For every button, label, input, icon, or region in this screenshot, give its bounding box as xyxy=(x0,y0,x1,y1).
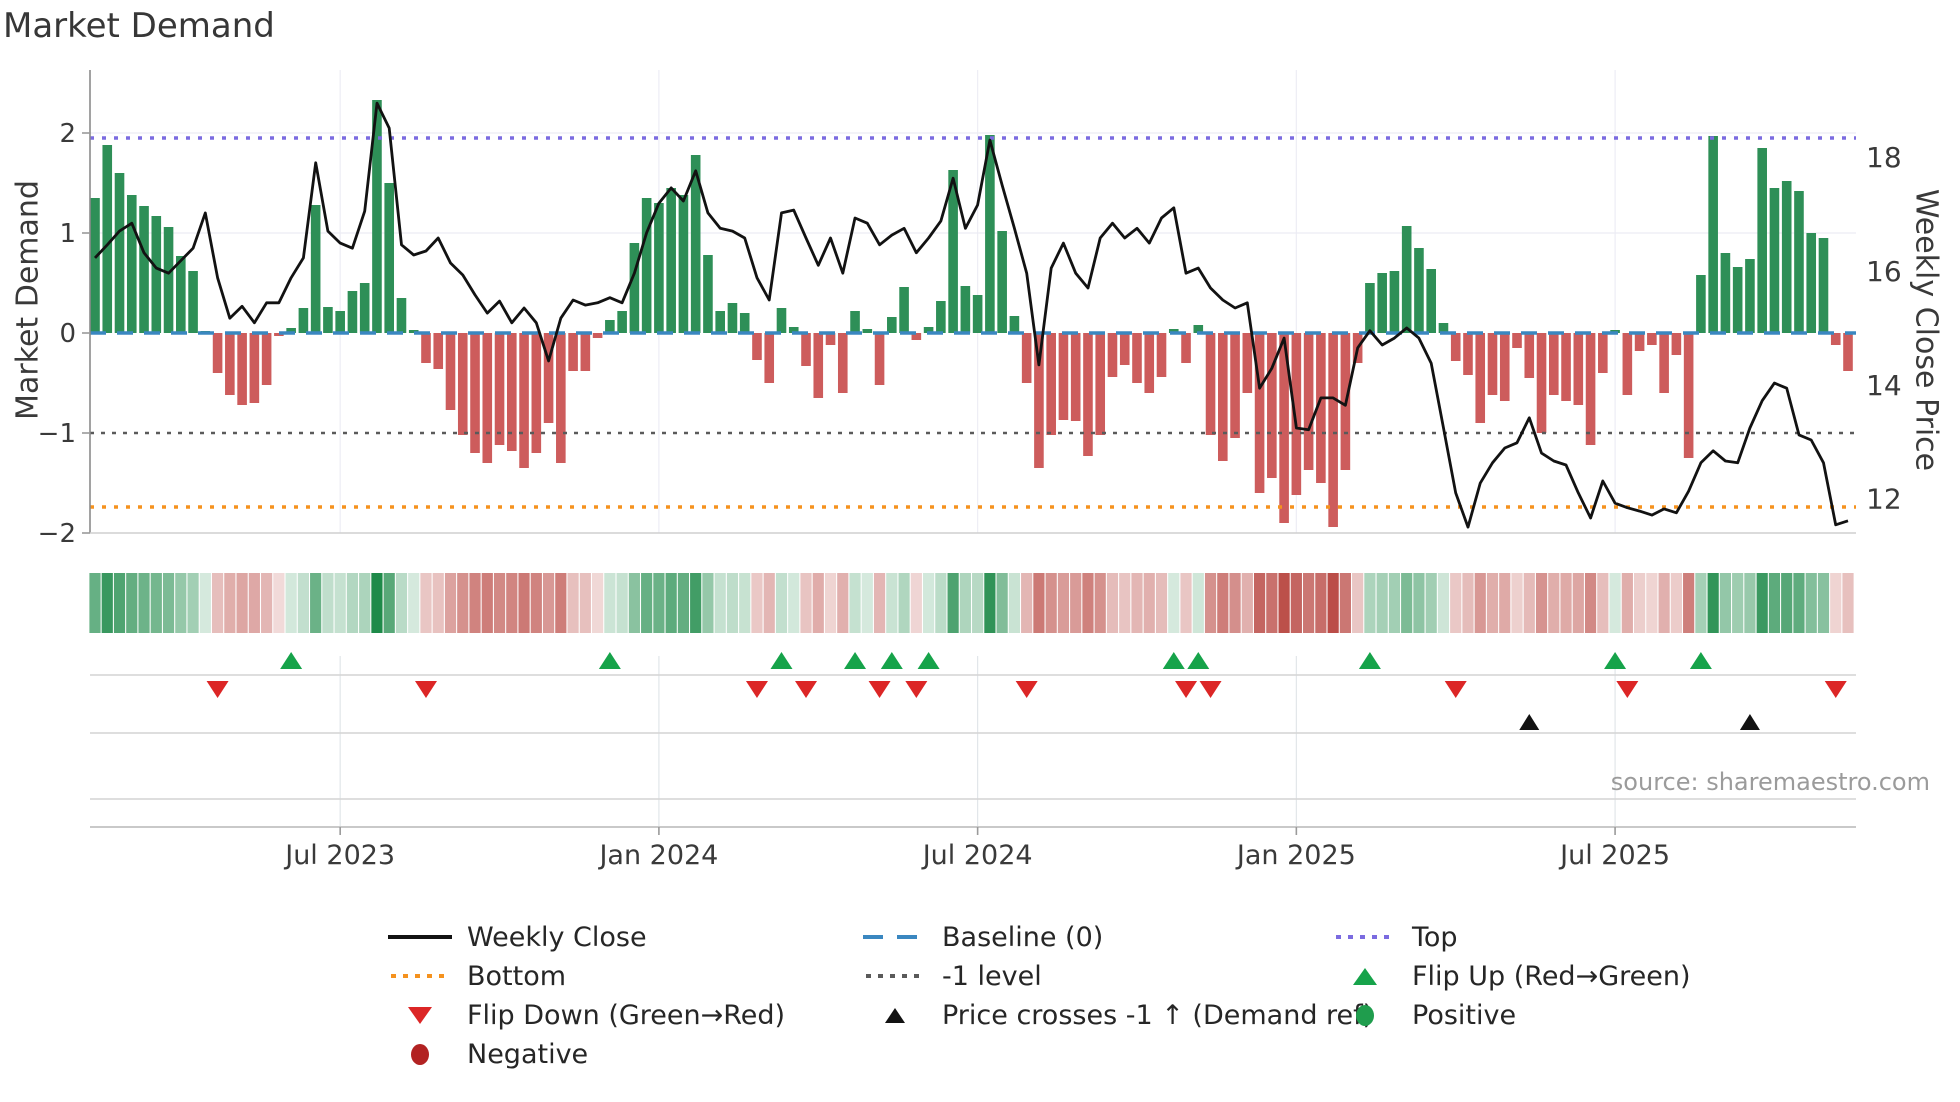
legend-label-negative: Negative xyxy=(467,1038,589,1070)
svg-text:14: 14 xyxy=(1866,369,1902,402)
legend-item-top: Top xyxy=(1333,922,1691,952)
flip-up-markers xyxy=(280,652,1712,669)
svg-text:−1: −1 xyxy=(38,419,76,449)
price-cross-markers xyxy=(1519,714,1760,730)
page-title: Market Demand xyxy=(3,6,275,46)
legend-item-minus1: -1 level xyxy=(863,961,1373,991)
legend-item-flip-up: Flip Up (Red→Green) xyxy=(1333,961,1691,991)
weekly-close-line-icon xyxy=(388,935,452,939)
demand-bars xyxy=(90,100,1853,527)
svg-text:2: 2 xyxy=(59,119,76,149)
legend-label-flip-down: Flip Down (Green→Red) xyxy=(467,999,786,1031)
legend-item-bottom: Bottom xyxy=(388,961,785,991)
positive-circle-icon xyxy=(1356,1004,1374,1026)
right-axis-ticks: 18 16 14 12 xyxy=(1866,141,1902,515)
svg-text:Jul 2023: Jul 2023 xyxy=(283,840,395,871)
legend-item-negative: Negative xyxy=(388,1039,785,1069)
flip-up-triangle-icon xyxy=(1353,967,1377,985)
left-axis-title: Market Demand xyxy=(10,180,46,420)
heat-strip xyxy=(89,573,1854,633)
legend-label-positive: Positive xyxy=(1412,999,1517,1031)
svg-text:16: 16 xyxy=(1866,255,1902,288)
flip-down-triangle-icon xyxy=(408,1006,432,1024)
baseline-line-icon xyxy=(863,935,927,939)
legend-column-1: Weekly Close Bottom Flip Down (Green→Red… xyxy=(388,922,785,1069)
svg-text:Jan 2025: Jan 2025 xyxy=(1235,840,1356,871)
legend-label-weekly-close: Weekly Close xyxy=(467,921,647,953)
legend-column-3: Top Flip Up (Red→Green) Positive xyxy=(1333,922,1691,1030)
left-axis-ticks: 2 1 0 −1 −2 xyxy=(38,119,90,549)
svg-text:1: 1 xyxy=(59,219,76,249)
gridlines xyxy=(90,70,1856,827)
flip-down-markers xyxy=(206,681,1847,698)
legend-label-minus1: -1 level xyxy=(942,960,1042,992)
svg-text:Jan 2024: Jan 2024 xyxy=(597,840,718,871)
legend-label-baseline: Baseline (0) xyxy=(942,921,1104,953)
legend: Weekly Close Bottom Flip Down (Green→Red… xyxy=(0,922,1960,1092)
bottom-line-icon xyxy=(391,974,449,978)
negative-circle-icon xyxy=(411,1043,429,1065)
legend-item-flip-down: Flip Down (Green→Red) xyxy=(388,1000,785,1030)
svg-text:Jul 2024: Jul 2024 xyxy=(921,840,1033,871)
legend-item-baseline: Baseline (0) xyxy=(863,922,1373,952)
legend-label-flip-up: Flip Up (Red→Green) xyxy=(1412,960,1691,992)
x-axis-ticks: Jul 2023 Jan 2024 Jul 2024 Jan 2025 Jul 2025 xyxy=(283,827,1670,871)
legend-item-weekly-close: Weekly Close xyxy=(388,922,785,952)
legend-label-top: Top xyxy=(1412,921,1458,953)
price-line xyxy=(93,101,1849,529)
legend-label-bottom: Bottom xyxy=(467,960,567,992)
legend-item-price-cross: Price crosses -1 ↑ (Demand ref) xyxy=(863,1000,1373,1030)
minus1-line-icon xyxy=(866,974,924,978)
legend-item-positive: Positive xyxy=(1333,1000,1691,1030)
price-cross-triangle-icon xyxy=(885,1007,905,1023)
svg-text:12: 12 xyxy=(1866,483,1902,516)
legend-label-price-cross: Price crosses -1 ↑ (Demand ref) xyxy=(942,999,1374,1031)
right-axis-title: Weekly Close Price xyxy=(1908,188,1944,472)
svg-text:0: 0 xyxy=(59,319,76,349)
top-line-icon xyxy=(1336,935,1394,939)
svg-text:−2: −2 xyxy=(38,519,76,549)
source-credit: source: sharemaestro.com xyxy=(1610,768,1930,796)
svg-text:18: 18 xyxy=(1866,141,1902,174)
legend-column-2: Baseline (0) -1 level Price crosses -1 ↑… xyxy=(863,922,1373,1030)
svg-text:Jul 2025: Jul 2025 xyxy=(1558,840,1670,871)
